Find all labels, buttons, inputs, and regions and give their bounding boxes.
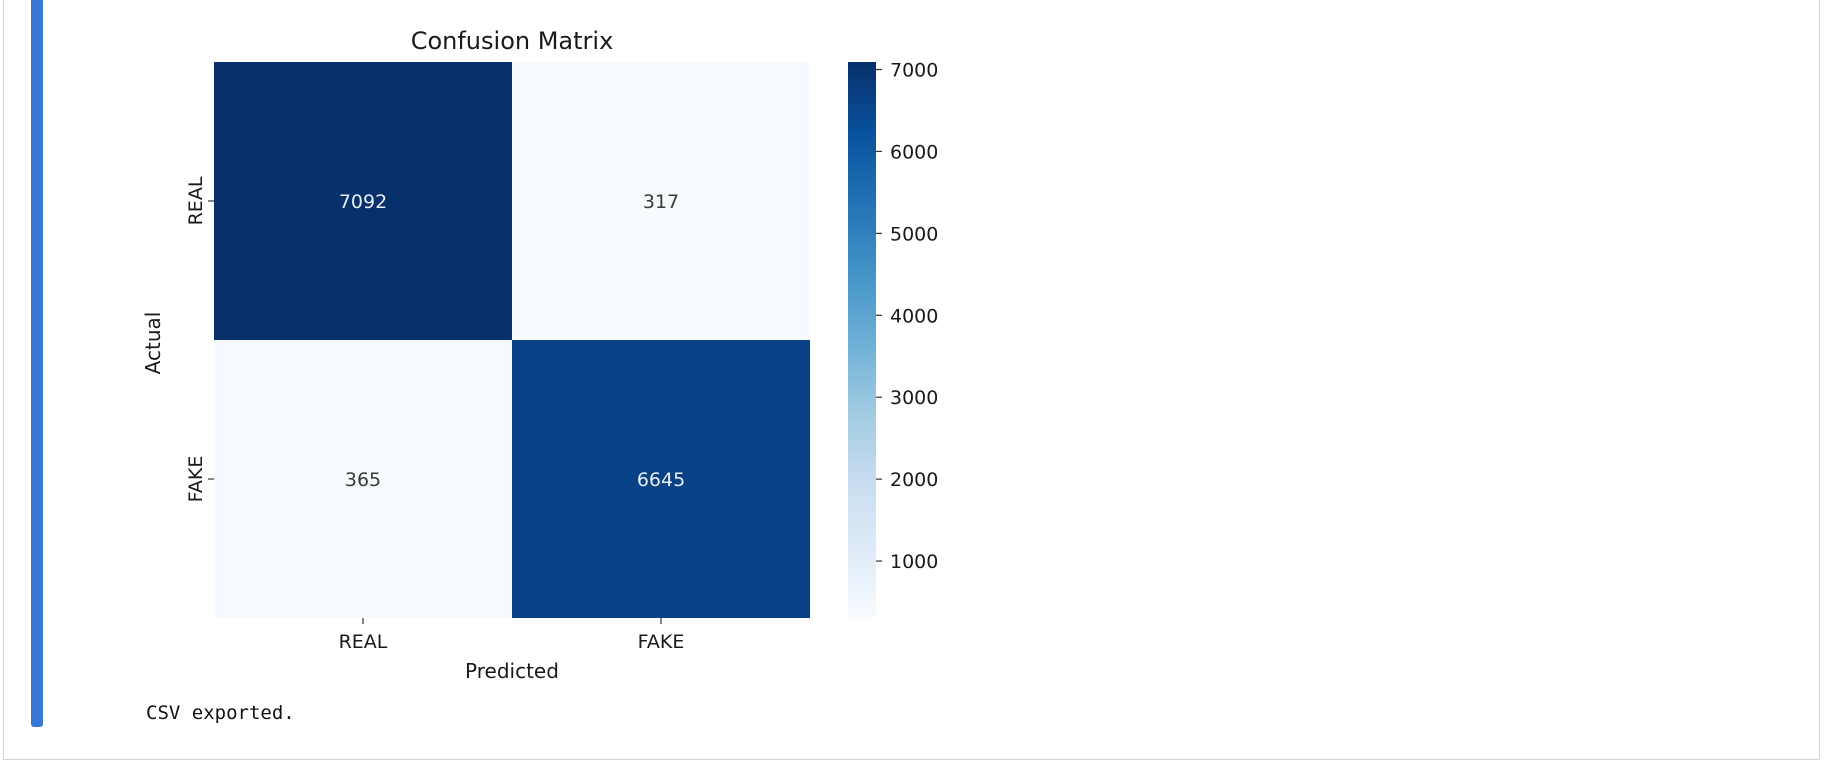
x-axis-label: Predicted [465,659,559,683]
colorbar-tick-label: 2000 [890,469,938,491]
heatmap-cell-fake-fake [512,340,810,618]
cell-value-label: 7092 [339,191,387,213]
colorbar-tick-label: 6000 [890,141,938,163]
colorbar [848,62,876,617]
x-tick-label: REAL [339,631,388,653]
y-tick-label: FAKE [185,456,207,503]
x-tick-label: FAKE [638,631,685,653]
heatmap-cell-fake-real [214,340,512,618]
heatmap-cell-real-real [214,62,512,340]
confusion-matrix-figure: Confusion Matrix 7092 317 365 6645 REAL FAKE… [141,27,938,683]
heatmap-ticks: REAL FAKE REAL FAKE [185,176,684,653]
cell-value-label: 365 [345,469,381,491]
cell-output-area: Confusion Matrix 7092 317 365 6645 REAL FAKE… [130,0,1810,740]
cell-value-label: 6645 [637,469,685,491]
colorbar-ticks: 1000 2000 3000 4000 5000 6000 7000 [876,60,938,573]
heatmap-annotations: 7092 317 365 6645 [339,191,685,491]
chart-title: Confusion Matrix [411,27,614,55]
colorbar-tick-label: 1000 [890,551,938,573]
cell-value-label: 317 [643,191,679,213]
heatmap-cell-real-fake [512,62,810,340]
colorbar-tick-label: 4000 [890,305,938,327]
colorbar-tick-label: 3000 [890,387,938,409]
heatmap-cells [214,62,810,618]
y-axis-label: Actual [141,312,165,375]
y-tick-label: REAL [185,176,207,225]
colorbar-tick-label: 7000 [890,60,938,82]
colorbar-tick-label: 5000 [890,223,938,245]
stream-output-text: CSV exported. [146,702,295,724]
cell-selection-bar[interactable] [31,0,43,727]
